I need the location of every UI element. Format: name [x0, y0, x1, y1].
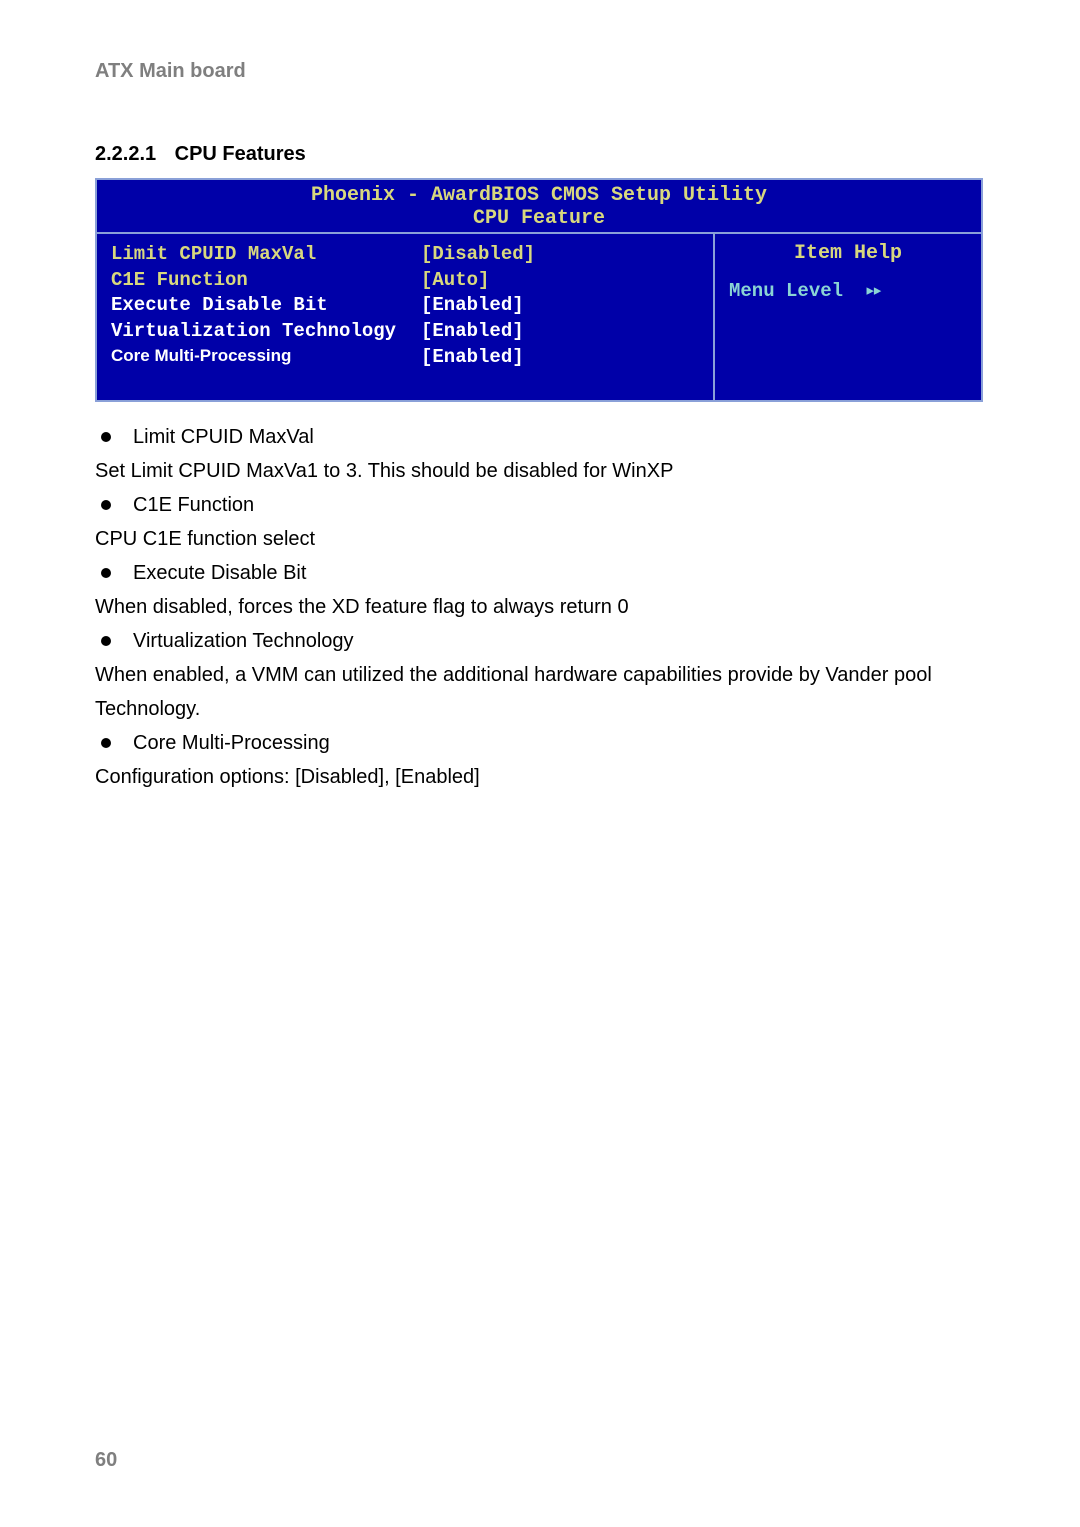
bios-row[interactable]: Execute Disable Bit [Enabled]: [111, 293, 699, 319]
bios-option-label: Execute Disable Bit: [111, 293, 421, 319]
bullet-item: C1E Function: [95, 488, 985, 522]
bios-menu-level-label: Menu Level: [729, 280, 843, 302]
bios-row[interactable]: C1E Function [Auto]: [111, 268, 699, 294]
bios-help-title: Item Help: [729, 242, 967, 265]
bios-option-label: C1E Function: [111, 268, 421, 294]
bios-option-value: [Enabled]: [421, 319, 699, 345]
body-content: Limit CPUID MaxVal Set Limit CPUID MaxVa…: [95, 420, 985, 794]
bios-title-line1: Phoenix - AwardBIOS CMOS Setup Utility: [97, 184, 981, 207]
bios-option-label: Limit CPUID MaxVal: [111, 242, 421, 268]
bullet-icon: [101, 568, 111, 578]
body-text: When enabled, a VMM can utilized the add…: [95, 658, 985, 726]
bullet-icon: [101, 500, 111, 510]
bios-option-value: [Disabled]: [421, 242, 699, 268]
section-number: 2.2.2.1: [95, 143, 156, 165]
bios-row[interactable]: Virtualization Technology [Enabled]: [111, 319, 699, 345]
section-title: CPU Features: [175, 143, 306, 165]
chevron-right-icon: ▸▸: [864, 280, 879, 302]
page-header: ATX Main board: [95, 60, 985, 83]
bios-option-value: [Enabled]: [421, 293, 699, 319]
bullet-text: Limit CPUID MaxVal: [133, 420, 314, 454]
bullet-text: Execute Disable Bit: [133, 556, 306, 590]
page: ATX Main board 2.2.2.1 CPU Features Phoe…: [0, 0, 1080, 1527]
section-heading: 2.2.2.1 CPU Features: [95, 143, 985, 166]
body-text: When disabled, forces the XD feature fla…: [95, 590, 985, 624]
bios-option-value: [Enabled]: [421, 345, 699, 371]
body-text: Set Limit CPUID MaxVa1 to 3. This should…: [95, 454, 985, 488]
bios-option-label: Virtualization Technology: [111, 319, 421, 345]
bios-option-label: Core Multi-Processing: [111, 345, 421, 371]
bullet-text: Virtualization Technology: [133, 624, 354, 658]
bios-option-value: [Auto]: [421, 268, 699, 294]
bios-title: Phoenix - AwardBIOS CMOS Setup Utility C…: [97, 180, 981, 232]
bios-title-line2: CPU Feature: [97, 207, 981, 230]
bullet-icon: [101, 738, 111, 748]
body-text: Configuration options: [Disabled], [Enab…: [95, 760, 985, 794]
bullet-item: Execute Disable Bit: [95, 556, 985, 590]
bullet-icon: [101, 432, 111, 442]
bullet-item: Core Multi-Processing: [95, 726, 985, 760]
bullet-item: Limit CPUID MaxVal: [95, 420, 985, 454]
bios-row[interactable]: Core Multi-Processing [Enabled]: [111, 345, 699, 371]
bios-body: Limit CPUID MaxVal [Disabled] C1E Functi…: [97, 232, 981, 400]
page-number: 60: [95, 1449, 117, 1472]
bullet-text: Core Multi-Processing: [133, 726, 330, 760]
bios-row[interactable]: Limit CPUID MaxVal [Disabled]: [111, 242, 699, 268]
bios-menu-level: Menu Level ▸▸: [729, 279, 967, 302]
bullet-icon: [101, 636, 111, 646]
bios-options-panel: Limit CPUID MaxVal [Disabled] C1E Functi…: [97, 232, 715, 400]
bullet-text: C1E Function: [133, 488, 254, 522]
bullet-item: Virtualization Technology: [95, 624, 985, 658]
bios-screenshot: Phoenix - AwardBIOS CMOS Setup Utility C…: [95, 178, 983, 402]
body-text: CPU C1E function select: [95, 522, 985, 556]
bios-help-panel: Item Help Menu Level ▸▸: [715, 232, 981, 400]
